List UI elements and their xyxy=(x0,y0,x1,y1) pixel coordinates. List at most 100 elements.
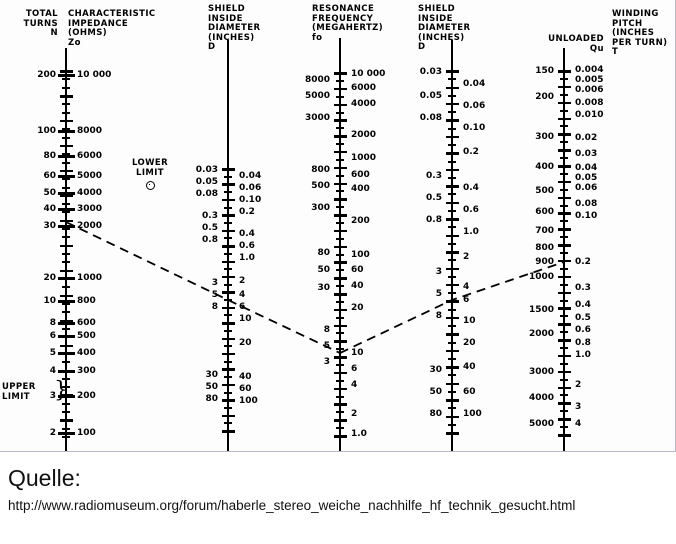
axis-tick xyxy=(445,415,459,418)
impedance-label: 800 xyxy=(77,295,96,306)
pitch-label: 0.02 xyxy=(575,132,598,143)
shield1-label-right: 0.04 xyxy=(239,170,262,181)
axis-tick xyxy=(62,361,70,364)
shield1-label-left: 3 xyxy=(211,277,218,288)
frequency-label-right: 1000 xyxy=(351,152,377,163)
axis-tick xyxy=(445,399,459,402)
frequency-label-left: 8 xyxy=(323,324,330,335)
axis-tick xyxy=(62,402,70,405)
axis-tick xyxy=(221,229,235,233)
qu-label: 4000 xyxy=(528,392,554,403)
axis-tick xyxy=(560,315,568,318)
axis-tick xyxy=(445,168,459,172)
axis-tick xyxy=(336,111,344,114)
axis-tick xyxy=(336,285,344,288)
axis-tick xyxy=(59,119,73,123)
pitch-label: 0.5 xyxy=(575,312,591,323)
shield1-label-left: 8 xyxy=(211,301,218,312)
frequency-label-right: 1.0 xyxy=(351,428,367,439)
frequency-label-right: 100 xyxy=(351,249,370,260)
axis-tick xyxy=(62,136,70,139)
axis-tick xyxy=(224,360,232,363)
axis-tick xyxy=(333,356,347,359)
axis-tick xyxy=(224,252,232,255)
shield1-label-right: 1.0 xyxy=(239,252,255,263)
axis-tick xyxy=(448,193,456,196)
axis-tick xyxy=(336,190,344,193)
axis-tick xyxy=(336,411,344,414)
shield2-label-right: 0.6 xyxy=(463,204,479,215)
shield2-label-right: 4 xyxy=(463,281,470,292)
axis-tick xyxy=(336,395,344,398)
impedance-label: 400 xyxy=(77,347,96,358)
shield2-label-right: 2 xyxy=(463,251,470,262)
axis-tick xyxy=(224,422,232,425)
turns-label: 100 xyxy=(37,125,56,136)
axis-header-frequency: RESONANCE FREQUENCY (MEGAHERTZ) fo xyxy=(312,4,384,43)
axis-header-turns: TOTAL TURNS N xyxy=(23,9,58,38)
upper-limit-note: UPPER LIMIT xyxy=(2,382,36,402)
axis-tick xyxy=(62,186,70,189)
axis-tick xyxy=(557,70,571,73)
axis-tick-major xyxy=(58,370,75,373)
frequency-label-right: 40 xyxy=(351,280,364,291)
frequency-label-right: 200 xyxy=(351,215,370,226)
axis-tick xyxy=(333,245,347,249)
turns-label: 5 xyxy=(49,347,56,358)
frequency-label-right: 2 xyxy=(351,408,358,419)
axis-tick xyxy=(560,157,568,159)
frequency-label-right: 10 000 xyxy=(351,68,386,79)
shield2-label-left: 5 xyxy=(435,288,442,299)
axis-spine-turns-impedance xyxy=(65,48,67,451)
axis-tick xyxy=(557,291,571,295)
axis-tick xyxy=(560,125,568,128)
pitch-label: 0.008 xyxy=(575,97,604,108)
axis-tick xyxy=(333,214,347,217)
frequency-label-right: 6 xyxy=(351,363,358,374)
qu-label: 700 xyxy=(535,225,554,236)
shield1-label-left: 0.05 xyxy=(195,176,218,187)
axis-tick xyxy=(224,314,232,317)
axis-tick xyxy=(59,419,73,422)
axis-tick xyxy=(224,391,232,394)
axis-tick xyxy=(333,166,347,170)
axis-tick xyxy=(333,229,347,233)
axis-tick xyxy=(557,180,571,184)
axis-tick xyxy=(445,366,459,369)
axis-header-qu: UNLOADED Qu xyxy=(548,34,604,54)
axis-tick xyxy=(557,434,571,437)
shield2-label-right: 0.04 xyxy=(463,78,486,89)
lower-limit-note: LOWER LIMIT xyxy=(131,158,169,178)
turns-label: 4 xyxy=(49,365,56,376)
impedance-label: 6000 xyxy=(77,150,103,161)
qu-label: 300 xyxy=(535,131,554,142)
shield1-label-left: 50 xyxy=(205,381,218,392)
qu-label: 1500 xyxy=(528,304,554,315)
axis-tick xyxy=(62,261,70,264)
frequency-label-left: 50 xyxy=(317,264,330,275)
turns-label: 10 xyxy=(43,295,56,306)
shield1-label-left: 30 xyxy=(205,369,218,380)
frequency-label-right: 6000 xyxy=(351,82,377,93)
axis-tick xyxy=(445,201,459,205)
source-url[interactable]: http://www.radiomuseum.org/forum/haberle… xyxy=(8,498,576,513)
axis-tick xyxy=(557,275,571,279)
frequency-label-right: 600 xyxy=(351,169,370,180)
shield1-label-left: 0.5 xyxy=(202,222,218,233)
axis-tick-major xyxy=(58,277,75,280)
axis-tick xyxy=(336,332,344,335)
qu-label: 800 xyxy=(535,242,554,253)
axis-tick xyxy=(333,198,347,201)
axis-tick xyxy=(62,436,70,438)
axis-tick xyxy=(557,402,571,405)
caption-label: Quelle: xyxy=(8,465,81,491)
shield2-label-right: 0.06 xyxy=(463,100,486,111)
axis-tick xyxy=(445,152,459,155)
axis-tick xyxy=(62,411,70,413)
axis-tick xyxy=(557,354,571,358)
axis-tick xyxy=(336,174,344,177)
pitch-label: 0.10 xyxy=(575,210,598,221)
turns-label: 3 xyxy=(49,390,56,401)
axis-tick xyxy=(557,101,571,105)
axis-tick xyxy=(445,283,459,287)
